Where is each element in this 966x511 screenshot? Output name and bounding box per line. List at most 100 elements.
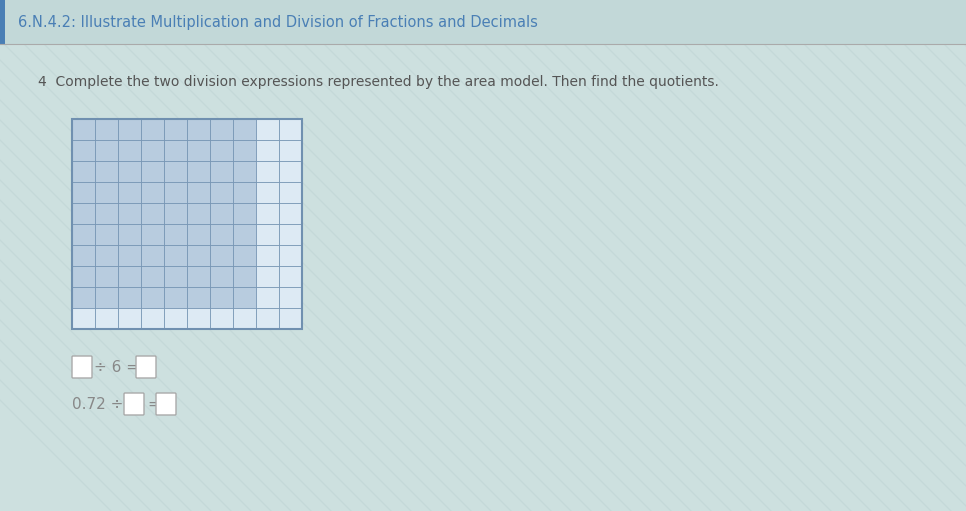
Bar: [233, 287, 256, 308]
Bar: [210, 308, 233, 329]
Bar: [95, 203, 118, 224]
Bar: [210, 203, 233, 224]
Bar: [95, 119, 118, 140]
Bar: [187, 287, 210, 308]
Bar: [210, 119, 233, 140]
Bar: [187, 266, 210, 287]
Bar: [95, 266, 118, 287]
Bar: [233, 140, 256, 161]
Bar: [210, 287, 233, 308]
Bar: [95, 182, 118, 203]
Bar: [95, 245, 118, 266]
Bar: [256, 203, 279, 224]
Bar: [95, 308, 118, 329]
Bar: [141, 119, 164, 140]
Bar: [141, 140, 164, 161]
Text: =: =: [147, 397, 159, 411]
Bar: [72, 182, 95, 203]
Bar: [118, 182, 141, 203]
Bar: [72, 119, 302, 329]
Bar: [210, 161, 233, 182]
Bar: [118, 266, 141, 287]
Bar: [210, 182, 233, 203]
Bar: [256, 161, 279, 182]
Bar: [279, 161, 302, 182]
Bar: [141, 161, 164, 182]
Bar: [118, 161, 141, 182]
Bar: [141, 266, 164, 287]
Bar: [279, 245, 302, 266]
Bar: [233, 182, 256, 203]
Bar: [72, 287, 95, 308]
Bar: [164, 182, 187, 203]
Bar: [187, 203, 210, 224]
Bar: [233, 119, 256, 140]
Bar: [164, 245, 187, 266]
Bar: [118, 245, 141, 266]
Bar: [210, 266, 233, 287]
Text: 6.N.4.2: Illustrate Multiplication and Division of Fractions and Decimals: 6.N.4.2: Illustrate Multiplication and D…: [18, 14, 538, 30]
Bar: [141, 245, 164, 266]
Bar: [187, 119, 210, 140]
Bar: [233, 245, 256, 266]
Bar: [0, 0, 5, 44]
Bar: [164, 119, 187, 140]
Bar: [72, 119, 95, 140]
Bar: [256, 308, 279, 329]
Bar: [164, 308, 187, 329]
Bar: [210, 245, 233, 266]
Bar: [279, 287, 302, 308]
Bar: [279, 224, 302, 245]
FancyBboxPatch shape: [156, 393, 176, 415]
Bar: [95, 224, 118, 245]
Bar: [95, 287, 118, 308]
Bar: [187, 224, 210, 245]
Bar: [141, 224, 164, 245]
Bar: [187, 161, 210, 182]
Bar: [95, 161, 118, 182]
Bar: [233, 224, 256, 245]
Bar: [256, 266, 279, 287]
Bar: [256, 245, 279, 266]
Bar: [210, 140, 233, 161]
Bar: [256, 287, 279, 308]
Bar: [72, 161, 95, 182]
Bar: [187, 308, 210, 329]
Bar: [164, 224, 187, 245]
Bar: [141, 308, 164, 329]
Bar: [279, 203, 302, 224]
Bar: [164, 266, 187, 287]
Bar: [187, 182, 210, 203]
Bar: [141, 287, 164, 308]
Bar: [279, 119, 302, 140]
Bar: [164, 287, 187, 308]
Bar: [118, 119, 141, 140]
Bar: [256, 140, 279, 161]
Bar: [118, 287, 141, 308]
Bar: [72, 308, 95, 329]
Bar: [118, 140, 141, 161]
Bar: [72, 140, 95, 161]
Bar: [279, 266, 302, 287]
Bar: [187, 245, 210, 266]
Bar: [141, 203, 164, 224]
Bar: [118, 224, 141, 245]
FancyBboxPatch shape: [124, 393, 144, 415]
FancyBboxPatch shape: [72, 356, 92, 378]
Bar: [233, 308, 256, 329]
Text: 0.72 ÷: 0.72 ÷: [72, 397, 124, 411]
Bar: [279, 140, 302, 161]
Bar: [233, 266, 256, 287]
Bar: [118, 308, 141, 329]
Bar: [279, 308, 302, 329]
Bar: [256, 119, 279, 140]
Bar: [72, 224, 95, 245]
Bar: [72, 266, 95, 287]
Text: 4  Complete the two division expressions represented by the area model. Then fin: 4 Complete the two division expressions …: [38, 75, 719, 89]
Bar: [141, 182, 164, 203]
Text: ÷ 6 =: ÷ 6 =: [94, 360, 139, 375]
Bar: [95, 140, 118, 161]
Bar: [164, 140, 187, 161]
Bar: [256, 224, 279, 245]
Bar: [0, 0, 966, 44]
